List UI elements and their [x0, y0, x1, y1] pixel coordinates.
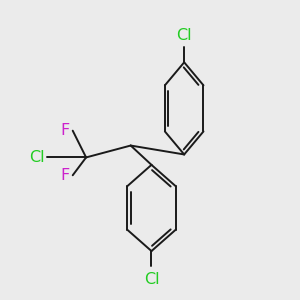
- Text: Cl: Cl: [29, 150, 44, 165]
- Text: Cl: Cl: [176, 28, 192, 43]
- Text: F: F: [61, 123, 70, 138]
- Text: F: F: [61, 168, 70, 183]
- Text: Cl: Cl: [144, 272, 159, 287]
